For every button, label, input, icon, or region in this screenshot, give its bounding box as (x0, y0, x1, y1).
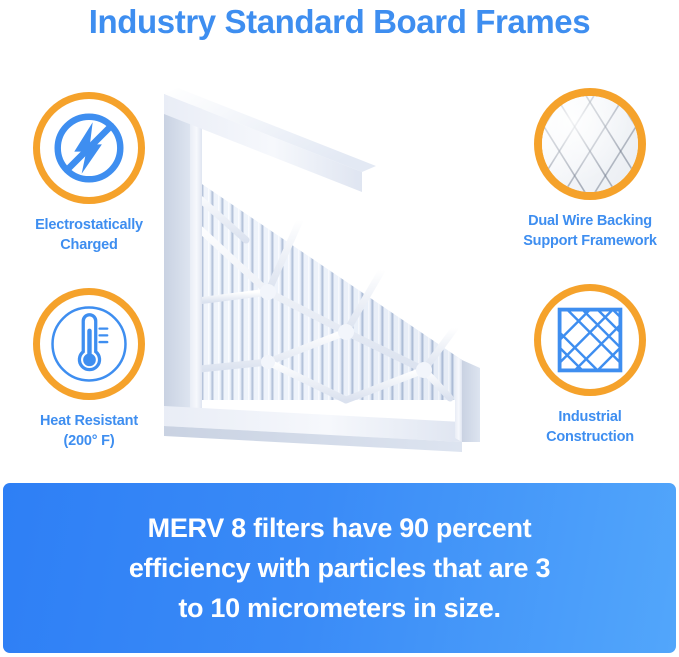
feature-heat-resistant: Heat Resistant (200° F) (0, 288, 178, 451)
filter-frame-left-face (190, 102, 202, 418)
feature-dual-wire-backing: Dual Wire Backing Support Framework (501, 88, 679, 251)
feature-label-line2: Construction (546, 429, 634, 445)
feature-icon-ring (33, 288, 145, 400)
feature-label-line1: Heat Resistant (40, 413, 138, 429)
feature-industrial-construction: Industrial Construction (501, 284, 679, 447)
banner-text: MERV 8 filters have 90 percent efficienc… (40, 508, 640, 628)
filter-frame-right-edge (462, 360, 480, 442)
filter-wire-support-grid (186, 186, 459, 404)
feature-label-line2: (200° F) (63, 433, 115, 449)
filter-frame-bottom-face (164, 406, 462, 442)
merv-rating-banner: MERV 8 filters have 90 percent efficienc… (3, 483, 676, 653)
filter-frame-left-edge (164, 94, 190, 418)
banner-line-1: MERV 8 filters have 90 percent (147, 513, 532, 543)
product-image (150, 70, 520, 470)
lightning-bolt-no-symbol-icon (54, 113, 124, 183)
feature-icon-ring (33, 92, 145, 204)
filter-frame-right-face (455, 356, 462, 442)
thermometer-icon (51, 306, 127, 382)
banner-line-3: to 10 micrometers in size. (178, 593, 501, 623)
feature-icon-ring (534, 284, 646, 396)
filter-frame-top-bevel (164, 88, 376, 172)
feature-icon-ring (534, 88, 646, 200)
feature-label: Heat Resistant (200° F) (0, 411, 178, 451)
pleated-air-filter-illustration (164, 88, 480, 452)
feature-label-line2: Charged (60, 237, 118, 253)
wire-grid-joints (260, 284, 432, 378)
banner-line-2: efficiency with particles that are 3 (128, 553, 551, 583)
feature-label-line2: Support Framework (523, 233, 657, 249)
feature-label-line1: Electrostatically (35, 217, 143, 233)
feature-label-line1: Dual Wire Backing (528, 213, 652, 229)
feature-label: Electrostatically Charged (0, 215, 178, 255)
mesh-highlight (542, 96, 638, 192)
page-title: Industry Standard Board Frames (88, 3, 591, 40)
feature-label: Dual Wire Backing Support Framework (501, 211, 679, 251)
filter-frame-top-face (164, 94, 362, 192)
lattice-grid-square-icon (557, 307, 623, 373)
feature-label-line1: Industrial (558, 409, 622, 425)
feature-electrostatically-charged: Electrostatically Charged (0, 92, 178, 255)
filter-frame-bottom-edge (164, 426, 462, 452)
filter-pleat-media (190, 176, 462, 400)
feature-label: Industrial Construction (501, 407, 679, 447)
